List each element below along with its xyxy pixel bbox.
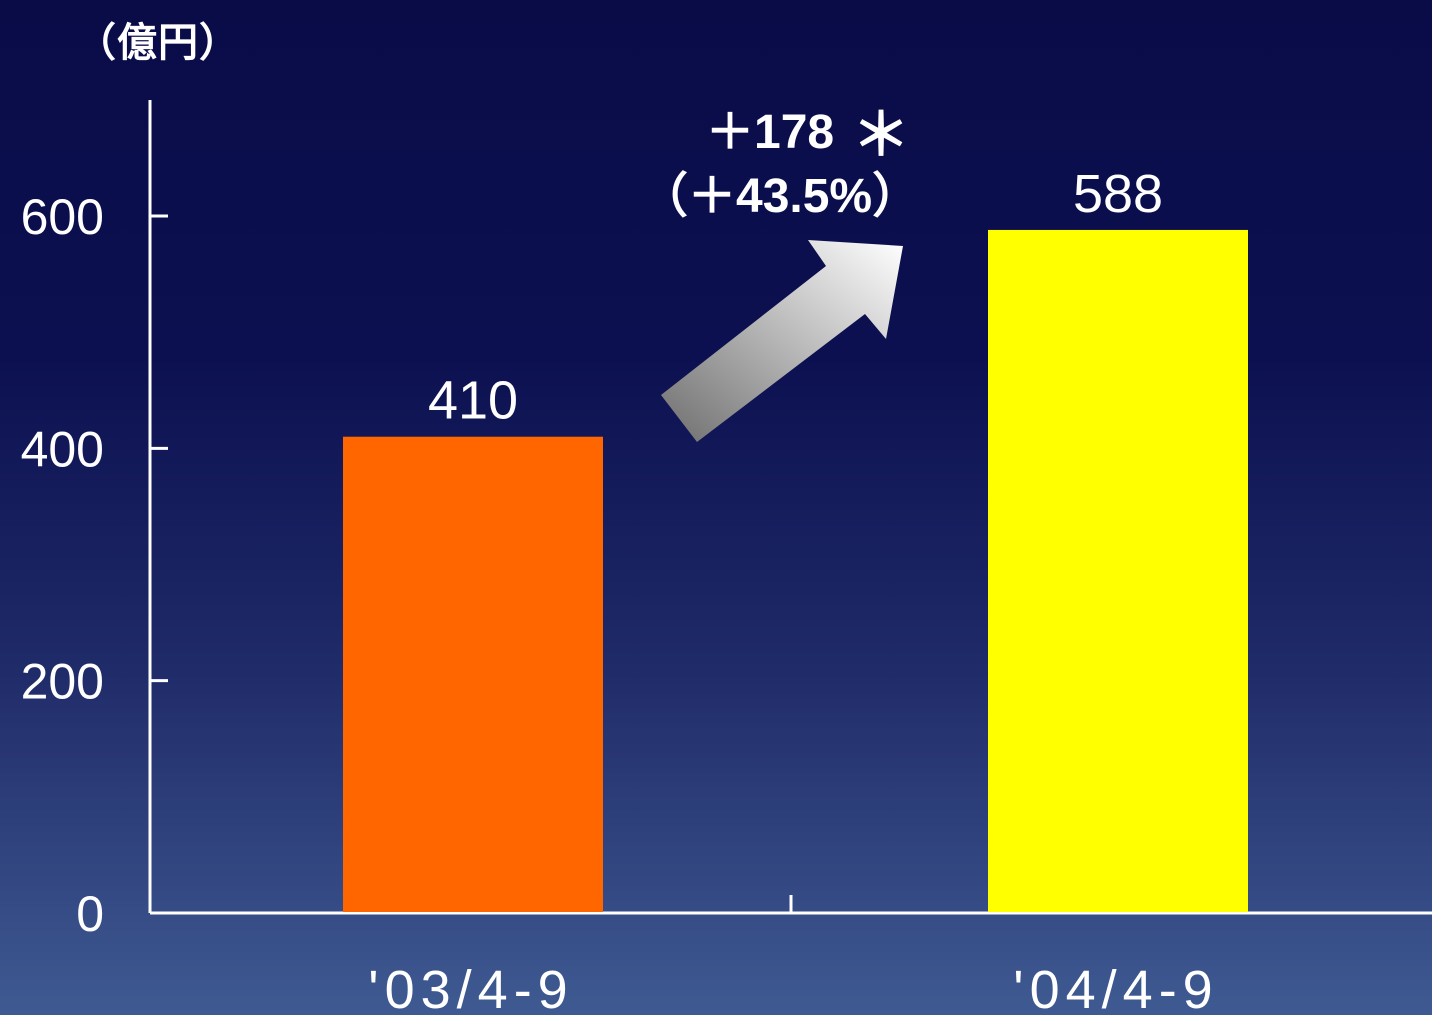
y-tick-label: 400 <box>21 421 104 477</box>
data-labels: 410 '03/4-9 588 '04/4-9 <box>368 164 1218 1015</box>
bar <box>343 436 603 912</box>
x-tick-label: '03/4-9 <box>368 960 573 1015</box>
bars <box>343 229 1248 912</box>
change-absolute: ＋178 <box>706 106 835 159</box>
bar-value-label: 410 <box>428 371 518 431</box>
asterisk-mark: ＊ <box>852 103 911 168</box>
increase-arrow-icon <box>661 240 903 442</box>
change-percent: （＋43.5%） <box>640 170 921 223</box>
y-tick-label: 200 <box>21 654 104 710</box>
unit-label: （億円） <box>76 20 240 66</box>
axes: 0 200 400 600 <box>21 100 1432 942</box>
bar <box>988 229 1248 912</box>
y-tick-label: 0 <box>76 886 104 942</box>
x-tick-label: '04/4-9 <box>1013 960 1218 1015</box>
bar-value-label: 588 <box>1073 164 1163 224</box>
y-tick-label: 600 <box>21 189 104 245</box>
